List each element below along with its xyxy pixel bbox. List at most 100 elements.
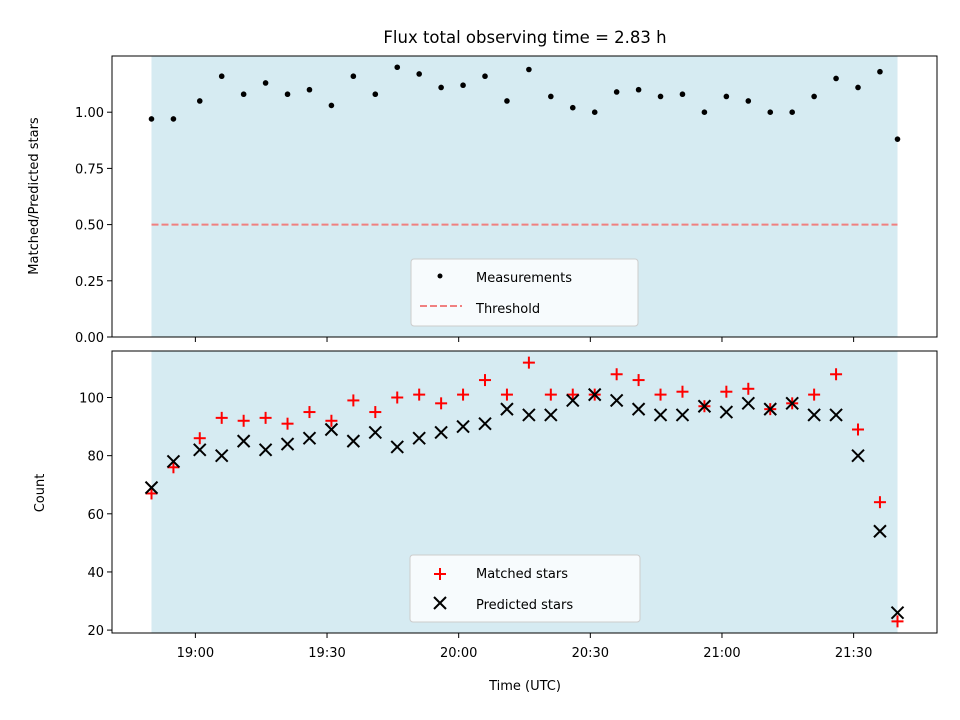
predicted-star-point	[631, 402, 646, 416]
matched-star-point	[632, 374, 645, 387]
x-b	[675, 408, 690, 422]
matched-star-point	[303, 406, 316, 419]
predicted-star-point	[566, 393, 580, 408]
matched-star-point	[891, 615, 904, 628]
x-b	[390, 440, 404, 454]
predicted-star-point	[851, 448, 865, 463]
predicted-star-point	[390, 440, 404, 454]
y-tick-label: 20	[87, 624, 104, 639]
predicted-star-point	[456, 419, 470, 434]
matched-star-point	[522, 356, 535, 369]
x-b	[609, 393, 624, 408]
x-b	[258, 443, 273, 457]
y-tick-label: 0.00	[75, 331, 104, 346]
measurement-point	[833, 75, 839, 82]
x-b	[215, 448, 229, 463]
matched-star-point	[167, 461, 180, 474]
measurement-point	[855, 84, 861, 91]
top-y-axis-label: Matched/Predicted stars	[27, 117, 42, 275]
matched-star-point	[720, 385, 733, 398]
measurement-point	[767, 109, 774, 115]
measurement-point	[635, 86, 642, 93]
measurement-point	[284, 91, 291, 98]
matched-star-point	[610, 368, 623, 381]
measurement-point	[350, 73, 357, 80]
legend-matched-label: Matched stars	[476, 567, 568, 582]
x-b	[412, 431, 426, 445]
x-b	[566, 393, 580, 408]
bottom-y-axis-label: Count	[33, 474, 48, 513]
measurement-point	[745, 98, 752, 104]
measurement-point	[148, 116, 155, 122]
matched-star-point	[237, 414, 250, 427]
predicted-star-point	[166, 454, 181, 469]
measurement-point	[526, 66, 532, 73]
matched-star-point	[347, 394, 360, 407]
measurement-point	[170, 116, 177, 122]
predicted-star-point	[368, 425, 383, 440]
matched-star-point	[544, 388, 557, 401]
x-b	[807, 408, 821, 422]
predicted-star-point	[588, 387, 602, 402]
x-b	[302, 431, 317, 445]
y-tick-label: 60	[87, 508, 104, 523]
x-b	[829, 408, 843, 422]
x-b	[166, 454, 181, 469]
matched-star-point	[457, 388, 470, 401]
x-b	[741, 396, 756, 411]
measurement-point	[657, 93, 664, 100]
x-tick-label: 20:00	[440, 646, 477, 661]
matched-star-point	[435, 397, 448, 410]
y-tick-label: 0.25	[75, 275, 104, 290]
y-tick-label: 0.50	[75, 219, 104, 234]
top-legend: Measurements Threshold	[410, 258, 639, 327]
predicted-star-point	[807, 408, 821, 422]
measurement-point	[723, 93, 730, 100]
predicted-star-point	[741, 396, 756, 411]
measurement-point	[482, 73, 488, 80]
legend-threshold-label: Threshold	[475, 302, 540, 317]
x-b	[588, 387, 602, 402]
x-b	[785, 396, 799, 411]
x-b	[763, 402, 777, 416]
x-tick-label: 21:30	[835, 646, 872, 661]
matched-star-point	[259, 411, 272, 424]
measurement-point	[460, 82, 466, 89]
matched-star-point	[391, 391, 404, 404]
measurement-point	[196, 98, 203, 104]
x-b	[719, 405, 734, 419]
legend-matched-marker	[434, 568, 446, 580]
measurement-point	[218, 73, 225, 80]
x-b	[280, 437, 295, 451]
predicted-star-point	[697, 399, 712, 413]
x-b	[368, 425, 383, 440]
matched-star-point	[193, 432, 206, 445]
x-b	[144, 480, 159, 495]
predicted-star-point	[302, 431, 317, 445]
x-b	[522, 408, 536, 422]
x-b	[851, 448, 865, 463]
legend-measurements-label: Measurements	[476, 271, 572, 286]
predicted-star-point	[653, 408, 668, 422]
predicted-star-point	[478, 416, 492, 431]
matched-star-point	[281, 417, 294, 430]
measurement-point	[394, 64, 401, 71]
measurement-point	[240, 91, 247, 98]
axes-frame	[111, 350, 938, 634]
x-b	[324, 422, 339, 437]
matched-star-point	[742, 382, 755, 395]
legend-predicted-marker	[433, 596, 447, 610]
predicted-star-point	[193, 443, 207, 457]
y-tick-label: 1.00	[75, 106, 104, 121]
predicted-star-point	[544, 408, 558, 422]
x-tick-label: 19:00	[177, 646, 214, 661]
matched-star-point	[500, 388, 513, 401]
x-b	[697, 399, 712, 413]
y-tick-label: 40	[87, 566, 104, 581]
matched-star-point	[369, 406, 382, 419]
predicted-star-point	[500, 402, 514, 416]
bottom-legend: Matched stars Predicted stars	[409, 554, 641, 623]
measurement-point	[613, 89, 620, 95]
predicted-star-point	[763, 402, 777, 416]
